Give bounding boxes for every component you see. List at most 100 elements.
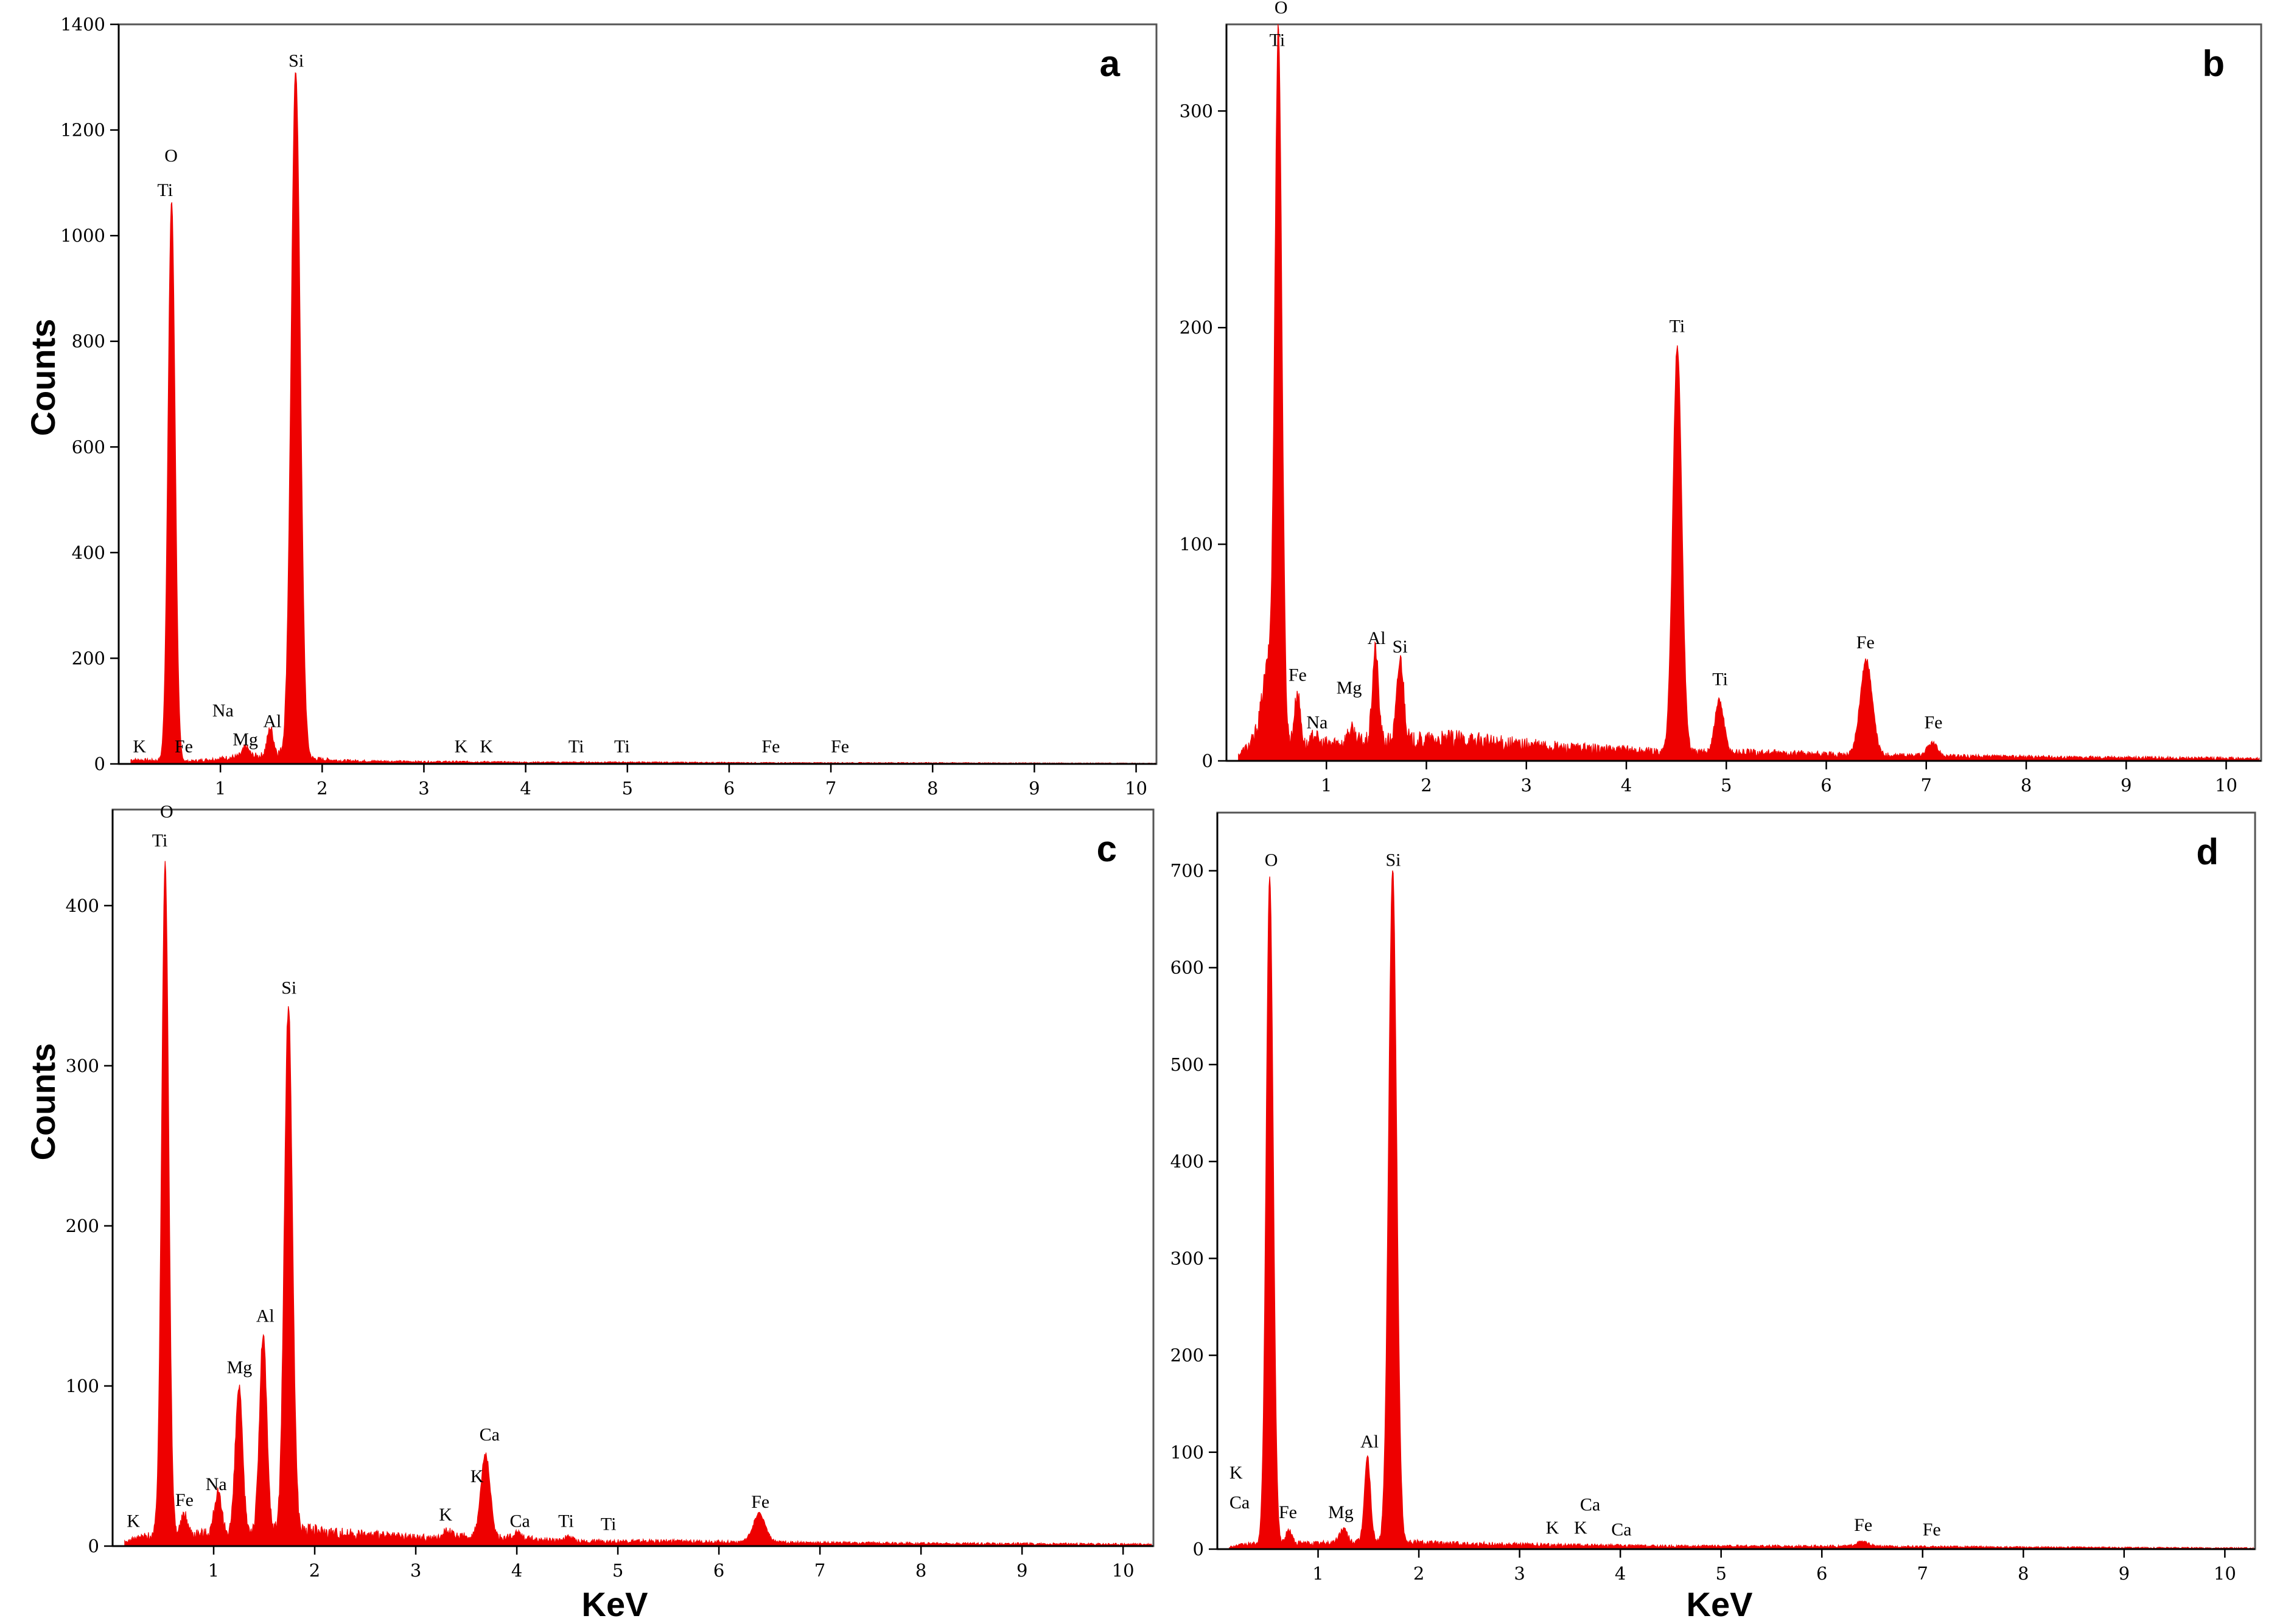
peak-label-al: Al (256, 1306, 275, 1326)
y-tick-label: 400 (1170, 1151, 1204, 1172)
x-tick-label: 9 (1029, 778, 1040, 799)
x-tick-label: 2 (1421, 775, 1432, 796)
peak-label-ti: Ti (568, 737, 584, 757)
peak-label-si: Si (1385, 850, 1401, 870)
peak-label-k: K (1229, 1463, 1243, 1483)
peak-label-ti: Ti (1270, 30, 1285, 51)
y-tick-label: 200 (66, 1216, 99, 1236)
y-tick-label: 1400 (60, 14, 105, 35)
y-tick-label: 400 (72, 542, 105, 563)
peak-label-ti: Ti (158, 180, 173, 200)
x-tick-label: 10 (2215, 775, 2237, 796)
x-tick-label: 2 (317, 778, 327, 799)
y-tick-label: 100 (1180, 534, 1213, 555)
plot-frame (117, 23, 1158, 765)
panel-letter-a: a (1100, 43, 1121, 84)
peak-label-k: K (455, 737, 468, 757)
peak-label-fe: Fe (751, 1492, 769, 1512)
peak-label-o: O (1275, 0, 1288, 18)
peak-label-mg: Mg (1337, 678, 1362, 698)
y-tick-label: 700 (1170, 861, 1204, 881)
peak-label-fe: Fe (175, 737, 193, 757)
peak-label-fe: Fe (175, 1490, 194, 1510)
spectrum-series (130, 72, 1155, 765)
peak-label-mg: Mg (233, 730, 258, 750)
peak-label-al: Al (1368, 628, 1386, 648)
x-tick-label: 9 (2121, 775, 2132, 796)
x-tick-label: 7 (814, 1560, 825, 1581)
x-axis-label-left: KeV (582, 1585, 648, 1623)
peak-label-ti: Ti (558, 1511, 574, 1531)
peak-label-o: O (1265, 850, 1278, 870)
x-tick-label: 4 (1621, 775, 1632, 796)
y-tick-label: 800 (72, 331, 105, 352)
y-tick-label: 100 (1170, 1442, 1204, 1463)
peak-label-na: Na (1306, 713, 1327, 733)
x-tick-label: 7 (1917, 1563, 1928, 1584)
peak-label-k: K (133, 737, 146, 757)
x-tick-label: 8 (927, 778, 938, 799)
x-tick-label: 8 (2021, 775, 2032, 796)
peak-label-fe: Fe (831, 737, 849, 757)
y-tick-label: 300 (1170, 1248, 1204, 1269)
panel-letter-b: b (2202, 43, 2225, 84)
y-tick-label: 300 (1180, 100, 1213, 121)
x-tick-label: 6 (1821, 775, 1831, 796)
panel-c: 1 2 3 4 5 6 7 8 9 100100200300400OTiSiAlMgNaFeKCa… (66, 802, 1155, 1581)
peak-label-si: Si (289, 51, 304, 71)
x-tick-label: 8 (915, 1560, 926, 1581)
y-tick-label: 600 (72, 436, 105, 457)
x-tick-label: 6 (1816, 1563, 1827, 1584)
y-axis-label-bottom: Counts (24, 1043, 62, 1161)
peak-label-ca: Ca (1611, 1520, 1631, 1540)
peak-label-fe: Fe (1279, 1502, 1297, 1522)
x-tick-label: 5 (1721, 775, 1732, 796)
peak-label-fe: Fe (1854, 1515, 1872, 1535)
y-tick-label: 1000 (60, 225, 105, 246)
y-tick-label: 200 (72, 648, 105, 668)
peak-label-o: O (164, 146, 178, 166)
peak-label-si: Si (1393, 637, 1408, 657)
peak-label-ti: Ti (601, 1514, 617, 1535)
y-tick-label: 1200 (60, 120, 105, 141)
peak-label-k: K (1574, 1518, 1587, 1538)
x-tick-label: 9 (2119, 1563, 2130, 1584)
y-tick-label: 0 (1193, 1539, 1204, 1559)
peak-label-k: K (127, 1511, 140, 1531)
peak-label-k: K (480, 737, 493, 757)
y-tick-label: 0 (88, 1536, 99, 1556)
y-tick-label: 200 (1180, 317, 1213, 338)
panel-letter-c: c (1097, 828, 1117, 869)
peak-label-fe: Fe (1924, 713, 1942, 733)
peak-label-ti: Ti (1712, 669, 1728, 689)
peak-label-k: K (439, 1505, 452, 1525)
x-tick-label: 2 (1413, 1563, 1424, 1584)
x-tick-label: 1 (1312, 1563, 1323, 1584)
peak-label-fe: Fe (761, 737, 780, 757)
peak-label-k: K (1546, 1518, 1559, 1538)
peak-label-ti: Ti (1670, 316, 1685, 336)
x-tick-label: 4 (1615, 1563, 1626, 1584)
panel-letter-d: d (2196, 831, 2219, 872)
peak-label-al: Al (1360, 1432, 1379, 1452)
x-tick-label: 6 (713, 1560, 724, 1581)
x-tick-label: 4 (511, 1560, 522, 1581)
peak-label-fe: Fe (1289, 665, 1307, 685)
y-tick-label: 200 (1170, 1345, 1204, 1366)
x-tick-label: 3 (1514, 1563, 1525, 1584)
spectrum-series (1238, 24, 2260, 761)
x-tick-label: 10 (1112, 1560, 1135, 1581)
peak-label-ti: Ti (614, 737, 630, 757)
peak-label-fe: Fe (1923, 1520, 1941, 1540)
peak-label-ca: Ca (480, 1424, 500, 1444)
x-tick-label: 6 (724, 778, 735, 799)
x-tick-label: 10 (2214, 1563, 2236, 1584)
x-tick-label: 3 (410, 1560, 421, 1581)
y-tick-label: 600 (1170, 957, 1204, 978)
peak-label-k: K (470, 1466, 484, 1486)
peak-label-ca: Ca (1580, 1494, 1600, 1514)
y-tick-label: 0 (1202, 751, 1213, 771)
